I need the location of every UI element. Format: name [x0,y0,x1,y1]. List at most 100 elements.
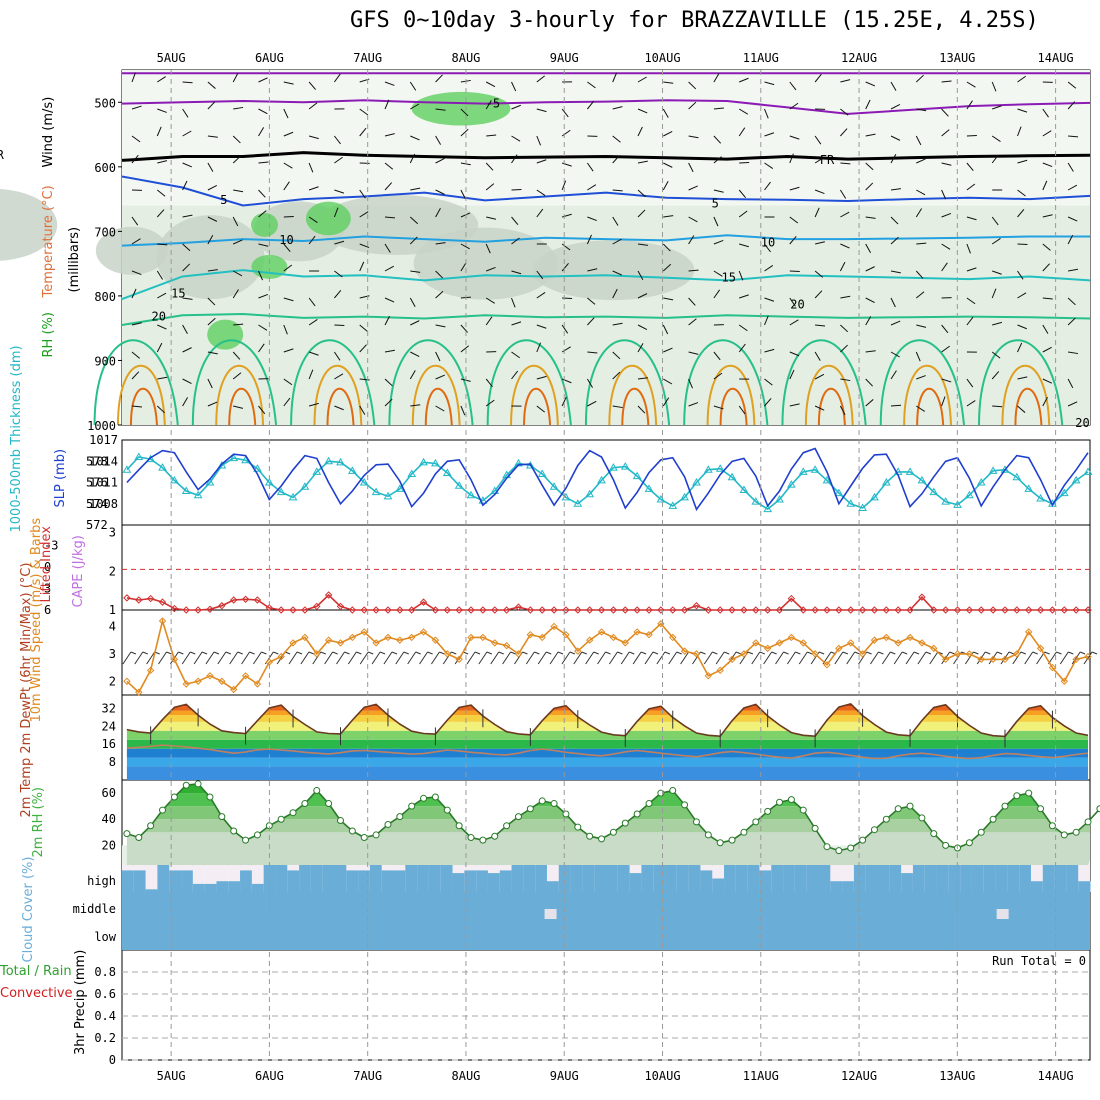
rh2m-line-point [491,832,499,840]
pressure-tick-label: 700 [94,225,116,239]
lifted-index-line-point [396,606,404,614]
ylabel-temp: Temperature (°C) [41,185,56,298]
wind-barb [662,324,669,335]
wind-barb [384,378,393,387]
thickness-tick-label: 578 [86,454,108,468]
lifted-index-line-point [514,603,523,611]
rh2m-line-point [408,802,416,810]
lifted-index-line-point [704,606,713,614]
wind10m-line-point [479,633,487,642]
cloud-high-bar [251,883,265,892]
lifted-index-line-point [811,606,819,614]
wind10m-barb-flag [842,651,849,655]
wind-barb [435,324,446,328]
cloud-high-bar [476,870,489,892]
cloud-high-bar [499,870,513,892]
wind-barb [587,297,596,305]
wind10m-barb [407,651,417,665]
wind10m-barb [158,651,167,665]
wind-barb [511,188,522,191]
wind-barb [865,350,876,353]
wind-barb [612,135,621,143]
rh-bands [126,783,1090,865]
wind-barb [814,373,825,380]
wind10m-barb [870,651,879,665]
lifted-index-line-point [479,606,487,614]
wind10m-barb-flag [783,651,789,655]
isotherm-30-dome [1014,387,1043,426]
wind-barb [915,208,923,218]
wind-barb [814,73,822,83]
wind10m-barb [371,651,381,665]
cloud-high-bar [228,881,241,892]
thickness-line-point [1083,467,1093,475]
wind10m-barb [561,651,571,665]
wind-barb [485,162,494,171]
wind10m-barb-flag [261,651,267,655]
wind10m-barb-flag [273,651,279,655]
lifted-index-line-point [241,595,250,603]
rh2m-line-point [538,797,546,805]
lifted-index-line-point [443,606,451,614]
rh2m-line-point [1025,789,1033,797]
wind-barb [663,297,674,301]
date-label-top: 8AUG [452,51,481,65]
lifted-index-line-point [550,606,558,614]
wind10m-line-point [431,636,440,644]
thickness-line-point [1000,465,1010,473]
wind10m-barb [241,651,250,665]
cloud-high-bar [747,865,760,892]
wind-barb [663,131,673,137]
wind-barb [662,263,672,272]
cloud-high-bar [1019,865,1032,892]
wind-barb [789,319,799,326]
wind10m-barb-flag [605,651,611,655]
cloud-high-bar [358,870,371,892]
rh2m-line-point [301,800,309,808]
wind-barb [359,405,366,415]
wind-barb [308,102,318,110]
thickness-line-point [466,490,476,499]
wind-barb [157,243,168,246]
wind10m-barb-flag [1008,651,1015,655]
wind-barb [258,293,269,299]
wind-barb [384,297,395,303]
wind10m-line-point [692,650,701,658]
wind-barb [561,324,569,334]
dewpoint-line [126,744,1089,760]
wind-barb [840,378,851,382]
wind-barb [410,187,421,191]
ylabel-rh: RH (%) [41,312,56,357]
wind-barb [789,216,799,224]
cape-ylabel-text: CAPE (J/kg) [71,535,86,607]
wind10m-barb-flag [724,651,730,655]
contour-label: 20 [790,298,804,312]
wind-barb [131,154,139,164]
wind-barb [460,243,470,250]
wind-barb [612,405,623,409]
rh2m-line-point [930,830,938,838]
wind10m-line-point [609,633,618,642]
rh2m-line-point [230,827,238,835]
wind-barb [308,369,314,380]
ylabel-unit: (millibars) [67,227,82,293]
wind-barb [637,108,648,114]
wind10m-barb-flag [439,651,445,655]
temp-band [126,766,1089,780]
wind-barb [612,238,622,245]
wind-barb [966,297,976,305]
wind-barb [562,297,573,300]
wind-barb [485,100,492,110]
wind-barb [738,324,748,332]
rh2m-line-point [799,806,807,814]
wind-barb [839,189,847,199]
rh2m-line-point [467,834,475,842]
wind-barb [713,270,723,277]
date-label-bottom: 10AUG [644,1069,680,1083]
wind10m-line-point [1001,655,1009,664]
wind-barb [587,351,598,354]
thickness-line-point [336,457,345,466]
rh2m-line-point [811,824,819,832]
temp-tick-label: 16 [102,737,116,751]
wind10m-line-point [906,633,914,642]
